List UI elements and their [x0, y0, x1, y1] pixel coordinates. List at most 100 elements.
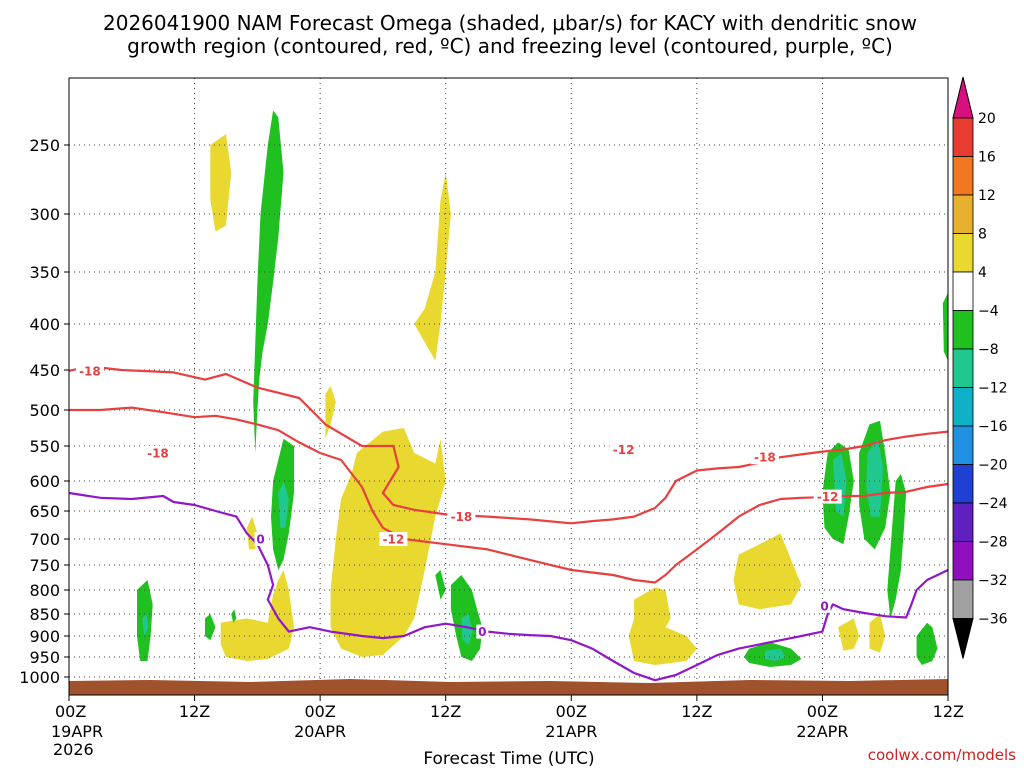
- colorbar-label-11: −28: [978, 535, 1008, 551]
- omega-region-1: [414, 172, 451, 361]
- contour-label-2-2: 0: [256, 533, 264, 547]
- y-tick-label-400: 400: [29, 315, 60, 334]
- omega-region-10: [253, 110, 284, 453]
- colorbar-label-4: 4: [978, 265, 987, 281]
- colorbar-segment-3: [952, 194, 974, 234]
- contour-label-bg: [254, 532, 267, 546]
- contour-label-0-2: -18: [451, 510, 473, 524]
- omega-region-21: [916, 622, 938, 665]
- x-tick-date-6: 22APR: [796, 722, 848, 741]
- colorbar-label-12: −32: [978, 573, 1008, 589]
- x-axis-title: Forecast Time (UTC): [423, 749, 594, 768]
- chart-title-line-1: 2026041900 NAM Forecast Omega (shaded, μ…: [103, 11, 917, 35]
- y-tick-label-1000: 1000: [19, 668, 60, 687]
- x-tick-year-0: 2026: [53, 740, 94, 759]
- colorbar-segment-5: [952, 271, 974, 311]
- x-tick-label-3: 12Z: [430, 702, 461, 721]
- colorbar-label-10: −24: [978, 496, 1008, 512]
- colorbar-label-3: 8: [978, 227, 987, 243]
- colorbar-segment-1: [952, 117, 974, 157]
- omega-region-20: [887, 474, 907, 619]
- contour-label-2-0: 0: [478, 625, 486, 639]
- colorbar-bottom-arrow: [952, 618, 974, 659]
- x-tick-label-0: 00Z: [55, 702, 86, 721]
- x-tick-label-4: 00Z: [556, 702, 587, 721]
- colorbar-label-8: −16: [978, 419, 1008, 435]
- contour-label-bg: [813, 489, 842, 504]
- contour-label-bg: [447, 509, 476, 524]
- colorbar-segment-8: [952, 387, 974, 427]
- omega-region-14: [231, 609, 237, 623]
- omega-region-8: [838, 618, 860, 651]
- colorbar-segment-9: [952, 425, 974, 465]
- omega-region-9: [869, 614, 886, 653]
- contour-label-0-3: -18: [754, 451, 776, 465]
- colorbar-segment-11: [952, 502, 974, 542]
- contour-line-2: [68, 491, 949, 682]
- contour-label-1-1: -12: [383, 533, 405, 547]
- colorbar-label-9: −20: [978, 458, 1008, 474]
- x-tick-date-0: 19APR: [51, 722, 103, 741]
- y-tick-label-550: 550: [29, 437, 60, 456]
- omega-region-22: [942, 292, 948, 361]
- x-tick-label-6: 00Z: [807, 702, 838, 721]
- y-tick-label-850: 850: [29, 605, 60, 624]
- contour-label-bg: [75, 363, 104, 378]
- y-tick-label-650: 650: [29, 502, 60, 521]
- omega-region-25: [866, 438, 884, 517]
- y-tick-label-750: 750: [29, 556, 60, 575]
- omega-region-26: [764, 648, 786, 661]
- x-tick-label-2: 00Z: [304, 702, 335, 721]
- contour-label-bg: [609, 442, 638, 457]
- contour-label-bg: [750, 450, 779, 465]
- colorbar-label-2: 12: [978, 188, 996, 204]
- contour-label-0-1: -18: [147, 447, 169, 461]
- x-tick-date-4: 21APR: [545, 722, 597, 741]
- y-tick-label-700: 700: [29, 530, 60, 549]
- y-tick-label-500: 500: [29, 401, 60, 420]
- chart-title-line-2: growth region (contoured, red, ºC) and f…: [127, 34, 893, 58]
- colorbar-segment-7: [952, 348, 974, 388]
- omega-region-16: [435, 570, 446, 600]
- colorbar-segment-6: [952, 310, 974, 350]
- x-tick-label-7: 12Z: [933, 702, 964, 721]
- contour-line-0: [68, 365, 949, 525]
- y-tick-label-450: 450: [29, 361, 60, 380]
- ground-terrain: [69, 679, 948, 695]
- colorbar-segment-10: [952, 464, 974, 504]
- credit-text: coolwx.com/models: [868, 746, 1016, 764]
- y-tick-label-350: 350: [29, 263, 60, 282]
- plot-frame: [68, 77, 949, 696]
- omega-region-0: [210, 134, 232, 232]
- x-tick-date-2: 20APR: [294, 722, 346, 741]
- y-tick-label-900: 900: [29, 627, 60, 646]
- colorbar-label-5: −4: [978, 304, 999, 320]
- y-tick-label-600: 600: [29, 472, 60, 491]
- colorbar-label-7: −12: [978, 381, 1008, 397]
- colorbar-label-1: 16: [978, 150, 996, 166]
- contour-label-bg: [379, 532, 408, 546]
- colorbar-top-arrow: [952, 76, 974, 119]
- contour-label-bg: [818, 598, 831, 613]
- y-tick-label-300: 300: [29, 205, 60, 224]
- colorbar-segment-2: [952, 156, 974, 196]
- contour-label-bg: [476, 624, 489, 639]
- contour-label-1-0: -12: [613, 443, 635, 457]
- contour-label-0-0: -18: [79, 364, 101, 378]
- colorbar-segment-4: [952, 233, 974, 273]
- colorbar-segment-13: [952, 579, 974, 619]
- omega-region-27: [461, 614, 473, 645]
- colorbar-segment-12: [952, 541, 974, 581]
- omega-region-4: [220, 570, 294, 661]
- omega-region-23: [278, 481, 289, 528]
- y-tick-label-250: 250: [29, 136, 60, 155]
- colorbar-label-0: 20: [978, 111, 996, 127]
- y-tick-label-950: 950: [29, 648, 60, 667]
- x-tick-label-1: 12Z: [179, 702, 210, 721]
- contour-lines: -18 -18 -18 -18 -12 -12 -12 0 0 0: [68, 363, 949, 682]
- colorbar-label-13: −36: [978, 612, 1008, 628]
- y-axis-ticks: 250 300 350 400 450 500 550 600 650 700 750 800 850 9…: [19, 136, 69, 687]
- contour-label-1-2: -12: [817, 490, 839, 504]
